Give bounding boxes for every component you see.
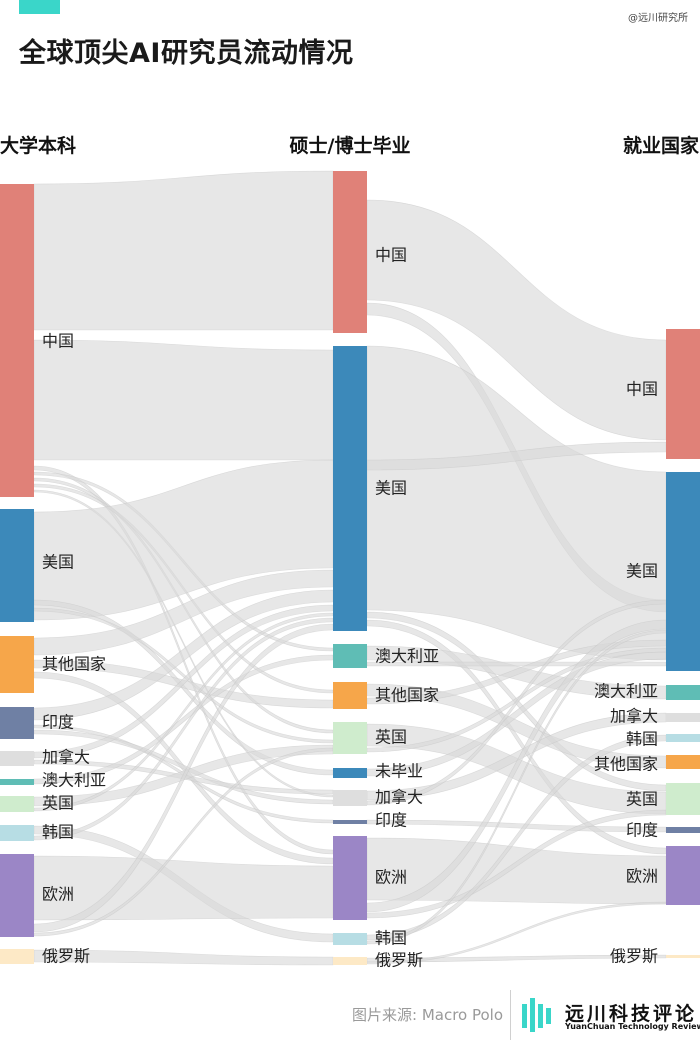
node-label-e-uk: 英国 bbox=[626, 790, 658, 809]
node-bar-e-kr bbox=[666, 734, 700, 742]
node-bar-e-au bbox=[666, 685, 700, 700]
node-bar-e-in bbox=[666, 827, 700, 833]
node-bar-e-other bbox=[666, 755, 700, 769]
node-bar-u-eu bbox=[0, 854, 34, 937]
node-bar-g-us bbox=[333, 346, 367, 631]
flow-link bbox=[366, 819, 667, 833]
node-label-g-in: 印度 bbox=[375, 811, 407, 830]
node-layer: 中国美国其他国家印度加拿大澳大利亚英国韩国欧洲俄罗斯中国美国澳大利亚其他国家英国… bbox=[0, 171, 700, 970]
node-label-e-au: 澳大利亚 bbox=[594, 682, 658, 701]
node-label-u-in: 印度 bbox=[42, 713, 74, 732]
node-label-g-au: 澳大利亚 bbox=[375, 647, 439, 666]
node-bar-e-eu bbox=[666, 846, 700, 905]
node-bar-e-us bbox=[666, 472, 700, 671]
node-bar-g-ru bbox=[333, 957, 367, 965]
node-label-u-us: 美国 bbox=[42, 553, 74, 572]
brand-name-en: YuanChuan Technology Review bbox=[565, 1022, 700, 1031]
column-header-undergrad: 大学本科 bbox=[0, 134, 76, 157]
footer-divider bbox=[510, 990, 511, 1040]
flow-link bbox=[33, 339, 334, 461]
flow-link bbox=[33, 855, 334, 921]
node-bar-e-ru bbox=[666, 955, 700, 958]
node-bar-g-eu bbox=[333, 836, 367, 920]
image-source-text: 图片来源: Macro Polo bbox=[352, 1006, 504, 1024]
node-bar-u-cn bbox=[0, 184, 34, 497]
accent-bar bbox=[19, 0, 60, 14]
node-bar-g-in bbox=[333, 820, 367, 824]
node-label-e-us: 美国 bbox=[626, 562, 658, 581]
node-bar-g-au bbox=[333, 644, 367, 668]
node-label-u-uk: 英国 bbox=[42, 794, 74, 813]
node-label-e-ru: 俄罗斯 bbox=[610, 947, 658, 966]
column-header-graduate: 硕士/博士毕业 bbox=[290, 134, 411, 157]
node-bar-u-kr bbox=[0, 825, 34, 841]
node-label-u-eu: 欧洲 bbox=[42, 885, 74, 904]
node-bar-u-ru bbox=[0, 949, 34, 964]
node-bar-u-au bbox=[0, 779, 34, 785]
flow-link bbox=[33, 170, 334, 331]
node-label-e-kr: 韩国 bbox=[626, 730, 658, 749]
node-label-e-cn: 中国 bbox=[626, 380, 658, 399]
node-label-g-eu: 欧洲 bbox=[375, 868, 407, 887]
node-label-g-ca: 加拿大 bbox=[375, 788, 423, 807]
node-label-g-kr: 韩国 bbox=[375, 929, 407, 948]
node-bar-u-other bbox=[0, 636, 34, 693]
brand-name-cn: 远川科技评论 bbox=[565, 1003, 698, 1025]
node-bar-g-ca bbox=[333, 790, 367, 806]
node-bar-u-uk bbox=[0, 796, 34, 812]
node-label-g-none: 未毕业 bbox=[375, 762, 423, 781]
flow-layer bbox=[33, 170, 667, 966]
node-bar-u-ca bbox=[0, 751, 34, 766]
node-label-u-cn: 中国 bbox=[42, 332, 74, 351]
node-bar-u-us bbox=[0, 509, 34, 622]
node-bar-g-other bbox=[333, 682, 367, 709]
node-label-g-uk: 英国 bbox=[375, 728, 407, 747]
node-bar-e-cn bbox=[666, 329, 700, 459]
node-label-g-us: 美国 bbox=[375, 479, 407, 498]
node-bar-u-in bbox=[0, 707, 34, 739]
node-bar-e-ca bbox=[666, 713, 700, 722]
node-label-u-au: 澳大利亚 bbox=[42, 771, 106, 790]
column-header-employment: 就业国家 bbox=[623, 134, 700, 157]
node-label-e-eu: 欧洲 bbox=[626, 867, 658, 886]
sankey-diagram: 中国美国其他国家印度加拿大澳大利亚英国韩国欧洲俄罗斯中国美国澳大利亚其他国家英国… bbox=[0, 134, 700, 970]
node-bar-g-none bbox=[333, 768, 367, 778]
node-label-g-ru: 俄罗斯 bbox=[375, 951, 423, 970]
watermark-text: @远川研究所 bbox=[628, 13, 688, 24]
node-bar-g-cn bbox=[333, 171, 367, 333]
page-title: 全球顶尖AI研究员流动情况 bbox=[19, 38, 354, 69]
node-bar-g-uk bbox=[333, 722, 367, 754]
brand-logo-icon bbox=[522, 998, 551, 1032]
node-label-u-ru: 俄罗斯 bbox=[42, 947, 90, 966]
node-label-e-in: 印度 bbox=[626, 821, 658, 840]
node-label-u-other: 其他国家 bbox=[42, 655, 106, 674]
node-label-e-other: 其他国家 bbox=[594, 755, 658, 774]
node-label-g-cn: 中国 bbox=[375, 246, 407, 265]
node-bar-g-kr bbox=[333, 933, 367, 945]
node-label-u-ca: 加拿大 bbox=[42, 748, 90, 767]
node-label-u-kr: 韩国 bbox=[42, 823, 74, 842]
node-bar-e-uk bbox=[666, 783, 700, 815]
node-label-e-ca: 加拿大 bbox=[610, 707, 658, 726]
node-label-g-other: 其他国家 bbox=[375, 686, 439, 705]
